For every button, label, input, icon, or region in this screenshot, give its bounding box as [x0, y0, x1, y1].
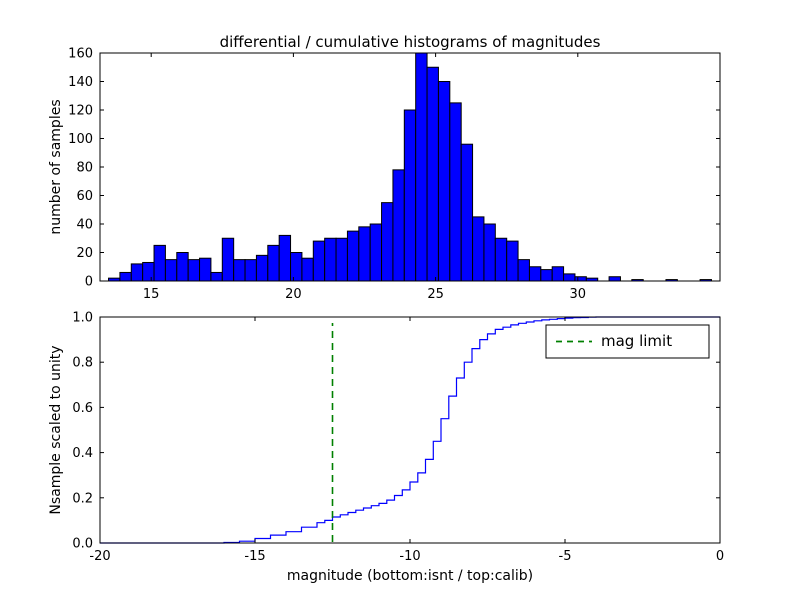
- histogram-bar: [255, 254, 269, 282]
- bottom-ylabel: Nsample scaled to unity: [48, 345, 64, 515]
- histogram-bars: [108, 52, 712, 282]
- histogram-bar: [176, 252, 189, 282]
- histogram-bar: [358, 226, 371, 282]
- histogram-bar: [312, 240, 326, 282]
- histogram-bar: [563, 273, 576, 282]
- histogram-bar: [119, 271, 132, 282]
- histogram-bar: [449, 102, 462, 282]
- top-xtick-label: 15: [143, 287, 160, 302]
- histogram-bar: [244, 259, 257, 282]
- histogram-bar: [346, 230, 360, 282]
- histogram-bar: [494, 237, 508, 282]
- top-ylabel: number of samples: [48, 99, 64, 235]
- top-xtick-label: 20: [285, 287, 302, 302]
- legend: [545, 324, 710, 359]
- histogram-bar: [142, 261, 155, 282]
- histogram-bar: [506, 240, 519, 282]
- top-ytick-label: 40: [76, 218, 93, 233]
- histogram-bar: [324, 237, 337, 282]
- histogram-bar: [483, 223, 496, 282]
- histogram-bar: [472, 216, 485, 282]
- histogram-bar: [301, 257, 314, 282]
- bottom-xlabel: magnitude (bottom:isnt / top:calib): [286, 568, 534, 584]
- top-ytick-label: 20: [76, 246, 93, 261]
- histogram-bar: [369, 223, 383, 282]
- histogram-bar: [290, 252, 303, 282]
- bottom-xtick-label: 0: [716, 549, 724, 564]
- histogram-bar: [164, 259, 178, 282]
- cumulative-step-line: [100, 316, 720, 544]
- bottom-xtick-label: -20: [89, 549, 110, 564]
- bottom-axes-frame: -20 -15 -10 -5 0 0.0 0.2 0.4 0.6 0.8 1.0: [72, 311, 724, 565]
- bottom-ytick-label: 0.4: [72, 446, 93, 461]
- histogram-bar: [415, 52, 428, 282]
- histogram-bar: [608, 276, 621, 282]
- histogram-bar: [528, 266, 542, 282]
- top-ytick-label: 60: [76, 189, 93, 204]
- histogram-bar: [517, 259, 530, 282]
- histogram-bar: [221, 237, 235, 282]
- bottom-xtick-label: -10: [399, 549, 420, 564]
- top-ytick-label: 120: [68, 104, 93, 119]
- bottom-ytick-label: 1.0: [72, 311, 93, 326]
- bottom-ytick-label: 0.0: [72, 537, 93, 552]
- histogram-bar: [437, 81, 451, 282]
- top-xtick-label: 30: [570, 287, 587, 302]
- histogram-bar: [187, 259, 201, 282]
- histogram-bar: [278, 234, 292, 282]
- histogram-bar: [153, 244, 166, 282]
- top-axes-frame: 15 20 25 30 0 20 40 60 80 100 120 140 160: [68, 47, 721, 302]
- top-ytick-label: 160: [68, 47, 93, 62]
- top-xtick-label: 25: [427, 287, 444, 302]
- legend-label: mag limit: [601, 332, 673, 350]
- bottom-ytick-label: 0.2: [72, 491, 93, 506]
- legend-box: [545, 324, 710, 359]
- top-ytick-label: 100: [68, 132, 93, 147]
- histogram-bar: [381, 202, 394, 282]
- top-ytick-label: 140: [68, 75, 93, 90]
- histogram-bar: [551, 266, 565, 282]
- histogram-bar: [540, 269, 553, 282]
- bottom-xtick-label: -15: [244, 549, 265, 564]
- bottom-xtick-label: -5: [559, 549, 572, 564]
- histogram-bar: [267, 244, 280, 282]
- histogram-bar: [233, 259, 246, 282]
- histogram-bar: [574, 276, 587, 282]
- top-ytick-label: 80: [76, 161, 93, 176]
- histogram-bar: [403, 109, 417, 282]
- histogram-bar: [210, 271, 223, 282]
- histogram-bar: [199, 257, 212, 282]
- histogram-bar: [460, 143, 474, 282]
- histogram-bar: [426, 66, 439, 282]
- histogram-bar: [335, 237, 348, 282]
- histogram-bar: [392, 169, 405, 282]
- top-ytick-label: 0: [85, 275, 93, 290]
- histogram-bar: [130, 263, 144, 282]
- chart-title: differential / cumulative histograms of …: [219, 33, 601, 51]
- bottom-ytick-label: 0.8: [72, 356, 93, 371]
- bottom-ytick-label: 0.6: [72, 401, 93, 416]
